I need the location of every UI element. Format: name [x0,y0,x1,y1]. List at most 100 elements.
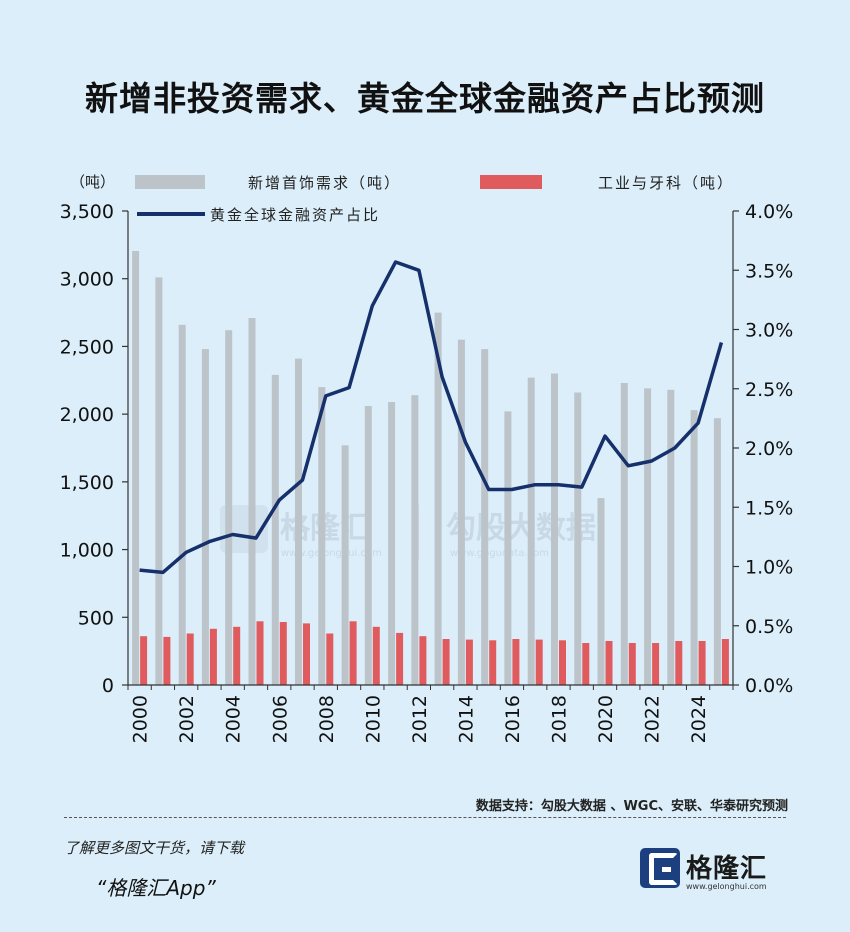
y-right-tick-label: 0.0% [745,675,793,697]
bar-industrial-2001 [163,636,171,685]
logo-text: 格隆汇 [686,854,768,884]
bar-jewelry-2013 [434,312,442,685]
bar-jewelry-2004 [225,330,233,685]
bar-industrial-2012 [419,636,427,685]
bar-jewelry-2002 [178,324,186,685]
bar-jewelry-2017 [527,377,535,685]
y-right-tick-label: 2.0% [745,438,793,460]
x-tick-label: 2020 [595,695,617,743]
bar-industrial-2020 [605,641,613,685]
bar-jewelry-2007 [295,358,302,685]
bar-industrial-2021 [628,643,636,685]
bar-industrial-2004 [233,626,241,685]
bar-industrial-2005 [256,621,264,685]
bar-industrial-2000 [140,636,148,685]
x-tick-label: 2014 [455,695,477,743]
bar-jewelry-2023 [667,389,675,685]
bar-jewelry-2009 [341,445,349,685]
y-right-tick-label: 3.0% [745,320,793,342]
bar-jewelry-2000 [132,251,140,685]
bar-jewelry-2006 [271,374,279,685]
promo-app: “格隆汇App” [96,876,216,900]
bar-jewelry-2010 [364,406,372,685]
watermark-right-text: 勾股大数据 [446,511,596,546]
x-tick-label: 2016 [502,695,524,743]
bar-industrial-2010 [372,626,380,685]
bar-industrial-2018 [559,640,566,685]
bar-industrial-2013 [442,639,450,685]
line-financial-share [139,260,724,575]
watermark-left-url: www.gelonghui.com [281,548,382,559]
bar-jewelry-2014 [457,339,465,685]
x-tick-label: 2008 [316,695,338,743]
x-tick-label: 2000 [130,695,152,743]
bar-industrial-2007 [303,623,310,685]
y-left-tick-label: 2,500 [60,336,114,358]
bar-industrial-2003 [209,628,217,685]
axes-group: 0 500 1,000 1,500 2,000 2,500 3,000 3,500 0.0% 0.… [60,201,794,743]
bar-industrial-2008 [326,633,334,685]
bar-industrial-2022 [652,643,660,685]
bar-jewelry-2015 [481,349,489,685]
x-tick-label: 2018 [548,695,570,743]
source-note: 数据支持：勾股大数据 、WGC、安联、华泰研究预测 [475,799,788,814]
y-left-unit: （吨） [70,173,115,191]
bar-industrial-2016 [512,639,520,685]
promo-line: 了解更多图文干货，请下载 [64,839,245,857]
y-right-tick-label: 2.5% [745,379,793,401]
y-left-tick-label: 0 [102,675,114,697]
bar-industrial-2011 [396,632,404,685]
bar-industrial-2017 [535,639,543,685]
x-tick-label: 2002 [176,695,198,743]
bar-industrial-2002 [186,633,194,685]
y-right-tick-label: 1.5% [745,497,793,519]
y-left-tick-label: 1,500 [60,472,114,494]
x-tick-label: 2006 [269,695,291,743]
line-group [139,260,724,575]
logo-url: www.gelonghui.com [686,882,767,891]
logo-icon [640,848,680,888]
y-right-tick-label: 3.5% [745,260,793,282]
y-right-tick-label: 0.5% [745,616,793,638]
bar-jewelry-2018 [551,373,558,685]
y-left-tick-label: 2,000 [60,404,114,426]
bar-jewelry-2019 [574,392,582,685]
bar-jewelry-2001 [155,277,163,685]
bar-industrial-2015 [489,640,497,685]
x-tick-label: 2024 [688,695,710,743]
legend-swatch-jewelry [135,175,205,189]
bar-jewelry-2022 [644,388,652,685]
y-right-tick-label: 1.0% [745,557,793,579]
bar-jewelry-2016 [504,411,512,685]
bar-industrial-2023 [675,641,683,685]
y-right-tick-label: 4.0% [745,201,793,223]
y-left-tick-label: 1,000 [60,540,114,562]
bar-jewelry-2005 [248,318,256,685]
bar-jewelry-2020 [597,498,605,685]
bar-jewelry-2012 [411,395,419,685]
brand-logo: 格隆汇 www.gelonghui.com [640,848,786,894]
bar-industrial-2006 [279,622,287,685]
legend-label-industrial: 工业与牙科（吨） [598,174,734,192]
bar-jewelry-2003 [201,349,209,685]
bar-jewelry-2008 [318,387,326,685]
watermark-right-url: www.gogudata.com [450,548,549,559]
divider [64,817,786,818]
bar-jewelry-2011 [388,402,396,685]
chart-title: 新增非投资需求、黄金全球金融资产占比预测 [85,79,765,118]
y-left-tick-label: 500 [78,607,114,629]
bar-industrial-2025 [721,639,729,685]
bars-group [132,251,729,685]
x-tick-label: 2022 [642,695,664,743]
x-tick-label: 2004 [223,695,245,743]
bar-industrial-2014 [465,639,473,685]
bar-industrial-2019 [582,643,590,685]
legend-label-jewelry: 新增首饰需求（吨） [248,174,401,192]
x-tick-label: 2012 [409,695,431,743]
legend-swatch-industrial [480,175,542,189]
x-tick-label: 2010 [362,695,384,743]
bar-jewelry-2025 [713,418,721,685]
y-left-tick-label: 3,000 [60,269,114,291]
bar-industrial-2009 [349,621,357,685]
bar-jewelry-2024 [690,410,698,685]
